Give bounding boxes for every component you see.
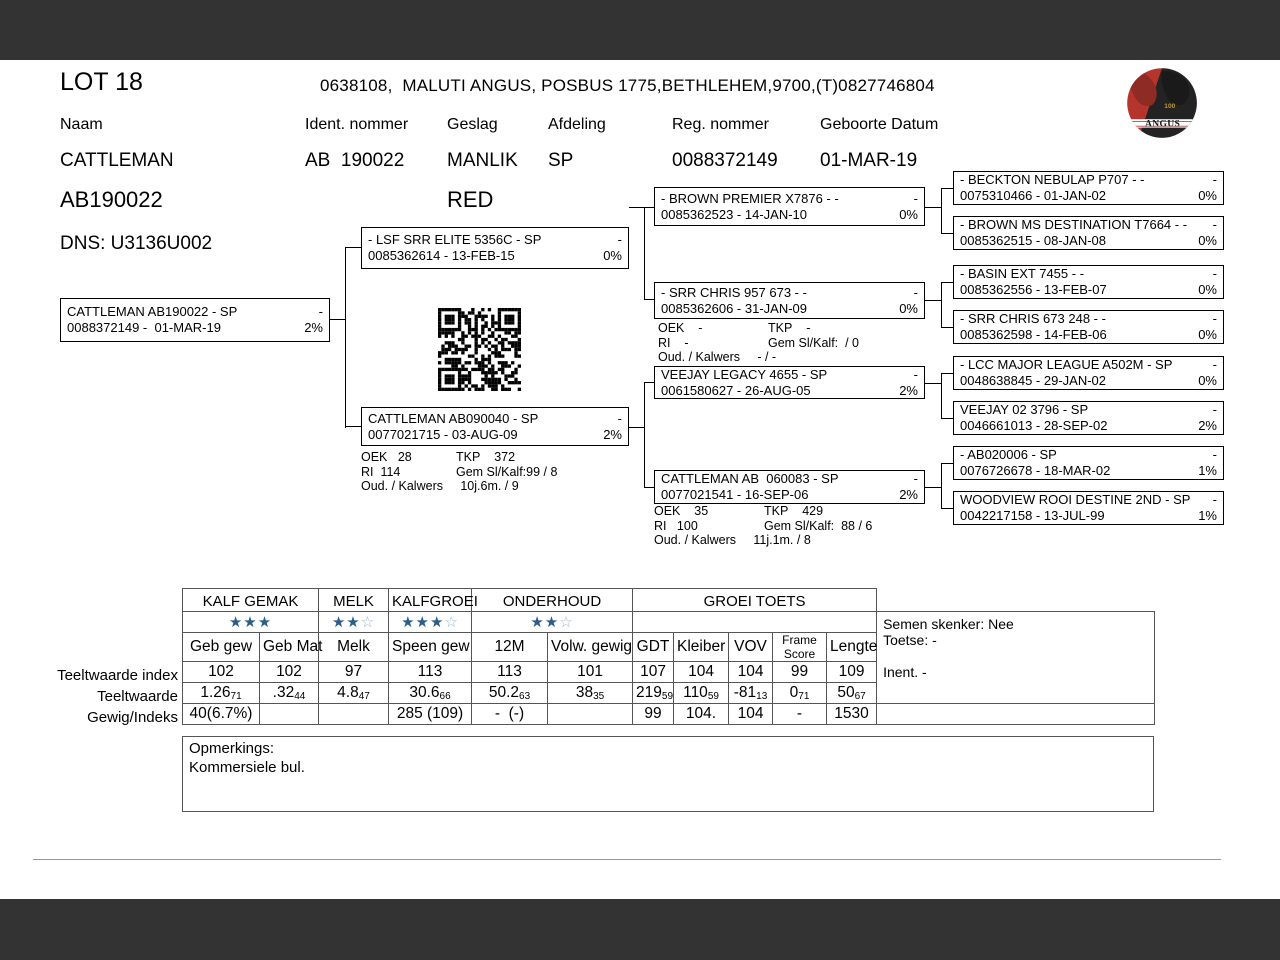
svg-text:100: 100 — [1164, 103, 1175, 110]
svg-text:ANGUS: ANGUS — [1145, 118, 1180, 129]
